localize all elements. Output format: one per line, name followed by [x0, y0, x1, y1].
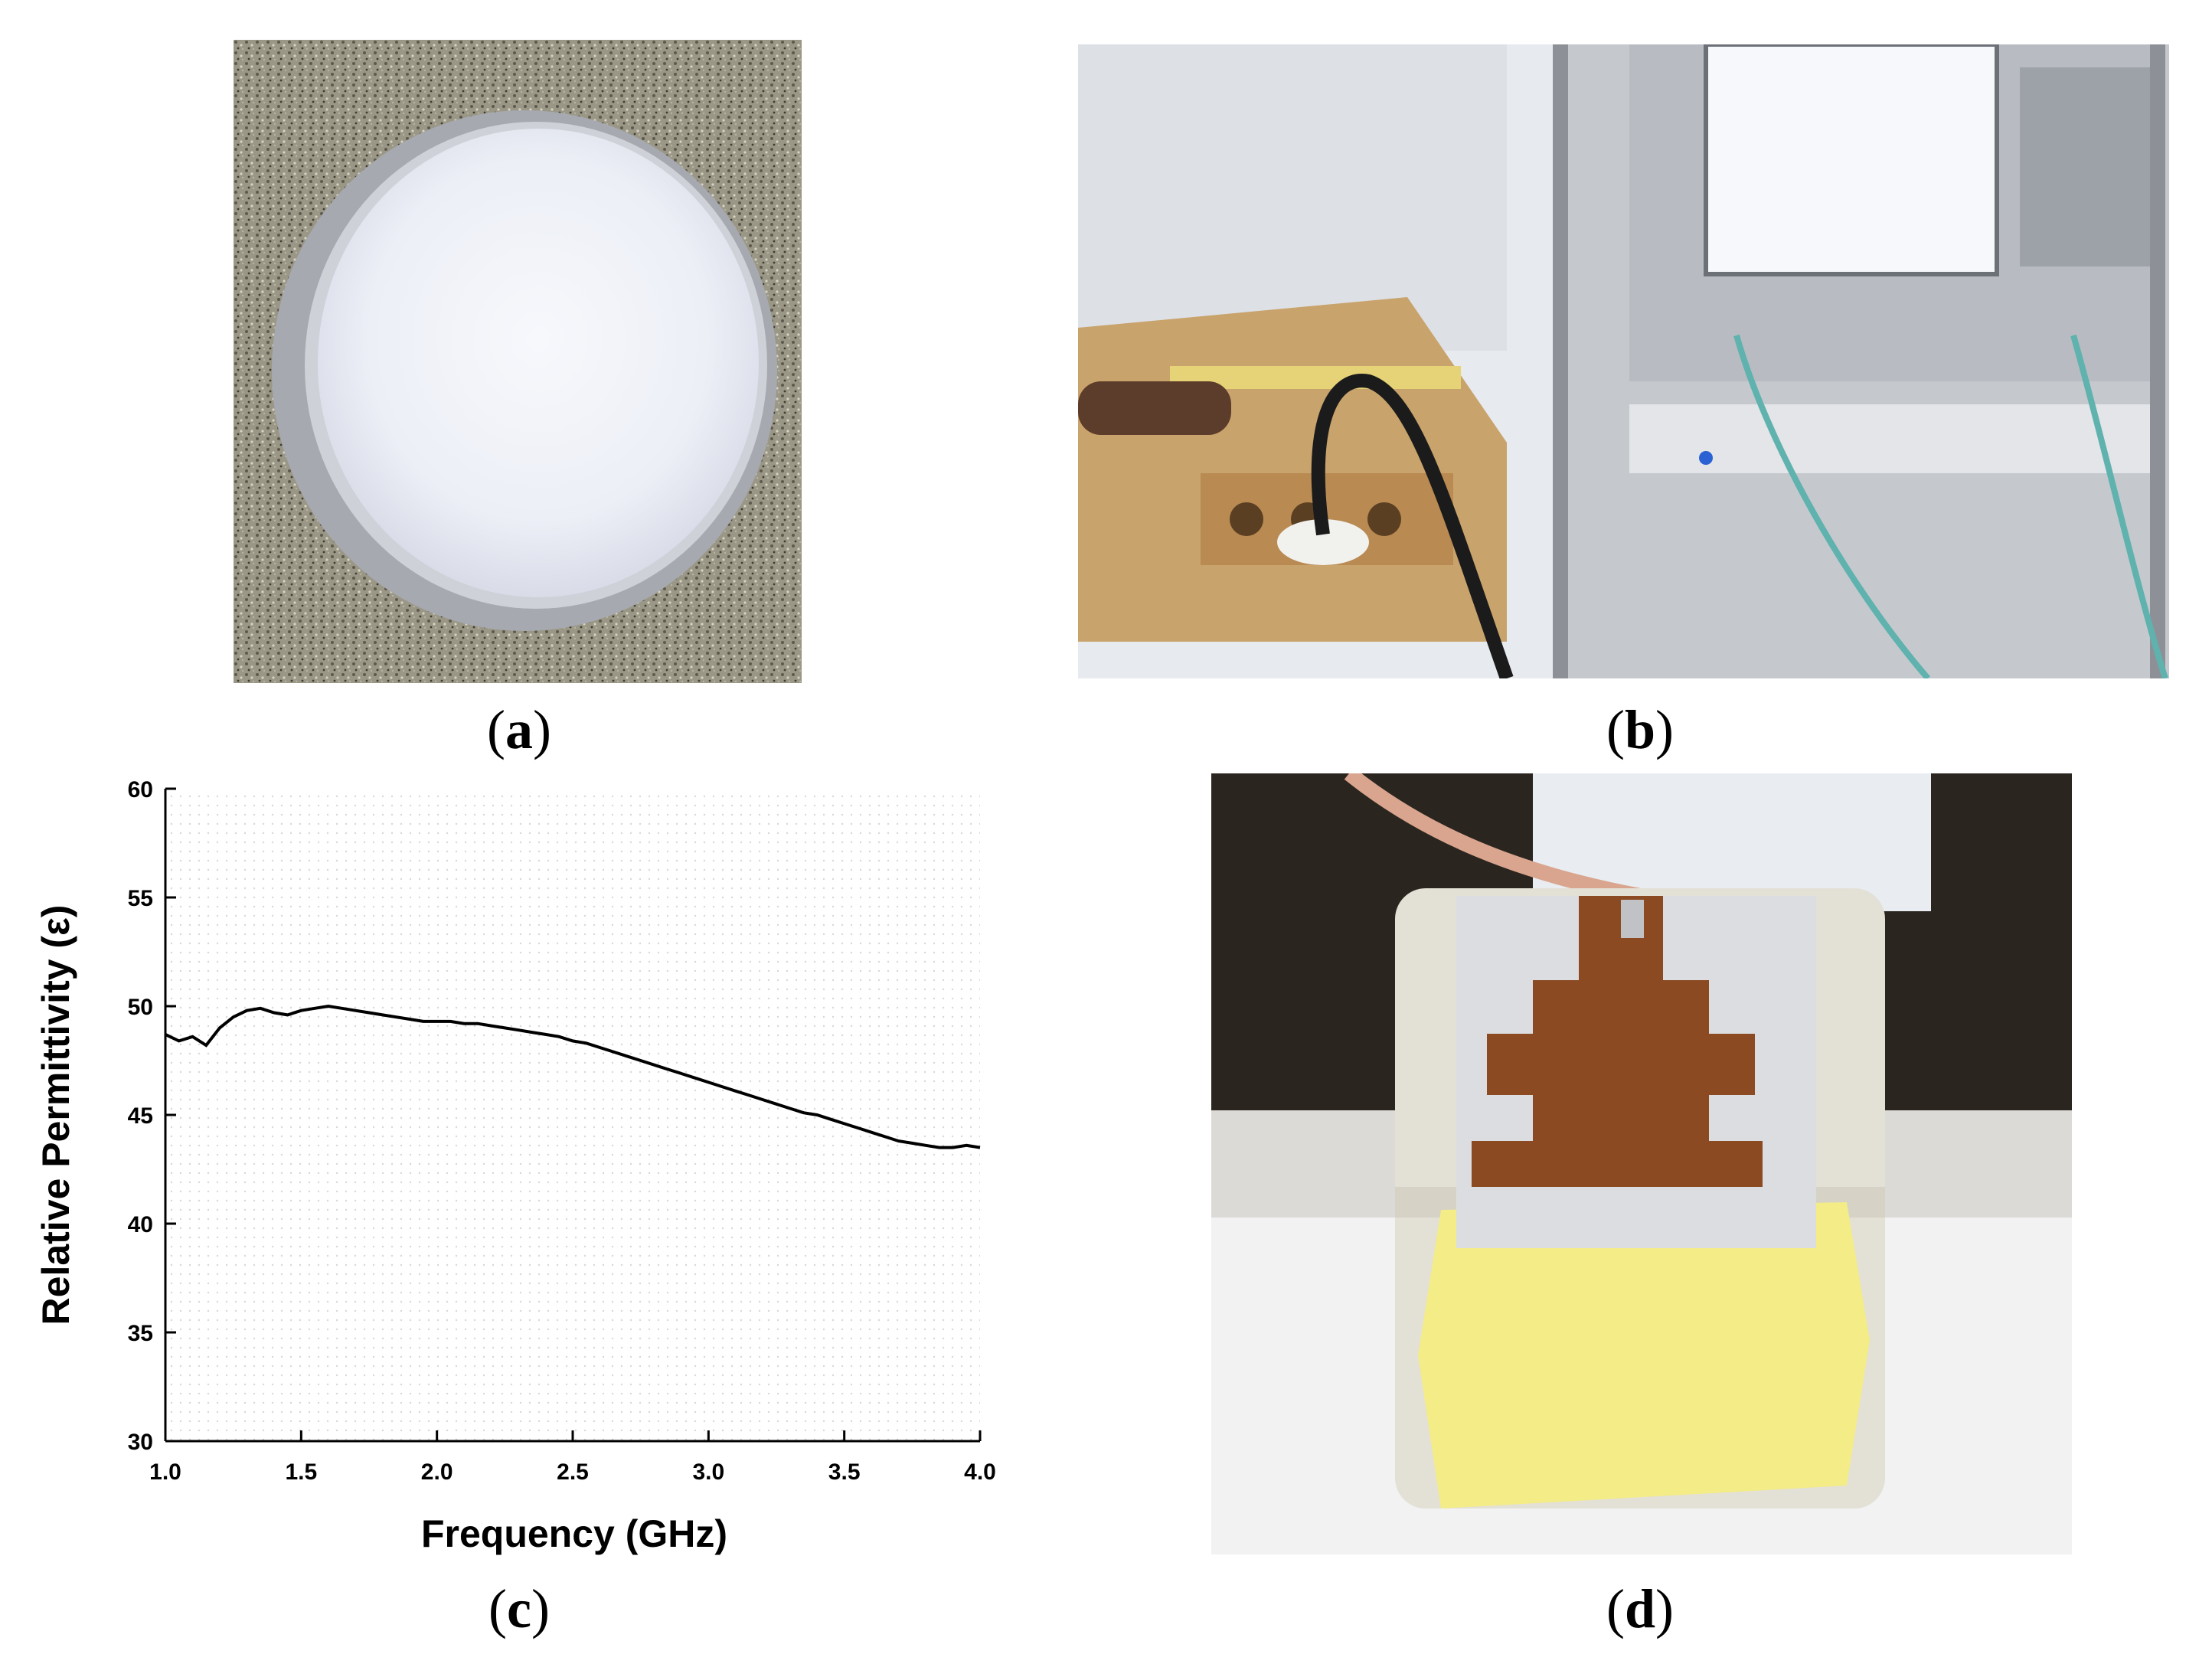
copper-patch	[1472, 896, 1763, 1187]
y-tick-label: 50	[128, 995, 153, 1020]
panel-c-chart: 1.0 1.5 2.0 2.5 3.0 3.5 4.0 30 35 40 45 50 55 60 Freq…	[23, 758, 1018, 1570]
x-tick-label: 3.0	[692, 1460, 724, 1485]
caption-c: (c)	[488, 1578, 550, 1639]
x-tick-label: 2.0	[421, 1460, 453, 1485]
y-tick-label: 55	[128, 886, 153, 911]
caption-a: (a)	[487, 699, 551, 760]
x-tick-label: 4.0	[964, 1460, 996, 1485]
y-tick-label: 30	[128, 1430, 153, 1455]
panel-a-photo	[234, 40, 802, 683]
y-tick-label: 45	[128, 1103, 153, 1129]
x-tick-label: 3.5	[828, 1460, 861, 1485]
x-tick-label: 1.0	[149, 1460, 181, 1485]
antenna-photo	[1211, 773, 2072, 1554]
x-axis-label: Frequency (GHz)	[421, 1512, 727, 1555]
y-tick-label: 35	[128, 1321, 153, 1346]
x-tick-label: 2.5	[557, 1460, 589, 1485]
panel-b-photo	[1078, 44, 2169, 678]
y-tick-label: 60	[128, 777, 153, 802]
permittivity-chart: 1.0 1.5 2.0 2.5 3.0 3.5 4.0 30 35 40 45 50 55 60 Freq…	[34, 777, 996, 1555]
caption-d: (d)	[1606, 1578, 1674, 1639]
x-tick-label: 1.5	[285, 1460, 317, 1485]
series-line	[165, 1004, 981, 1149]
setup-photo	[1078, 44, 2169, 678]
y-tick-label: 40	[128, 1212, 153, 1237]
y-axis-label: Relative Permittivity (ε)	[34, 905, 77, 1325]
plot-area	[165, 789, 980, 1441]
panel-d-photo	[1211, 773, 2072, 1554]
caption-b: (b)	[1606, 699, 1674, 760]
sample-photo	[234, 40, 802, 683]
